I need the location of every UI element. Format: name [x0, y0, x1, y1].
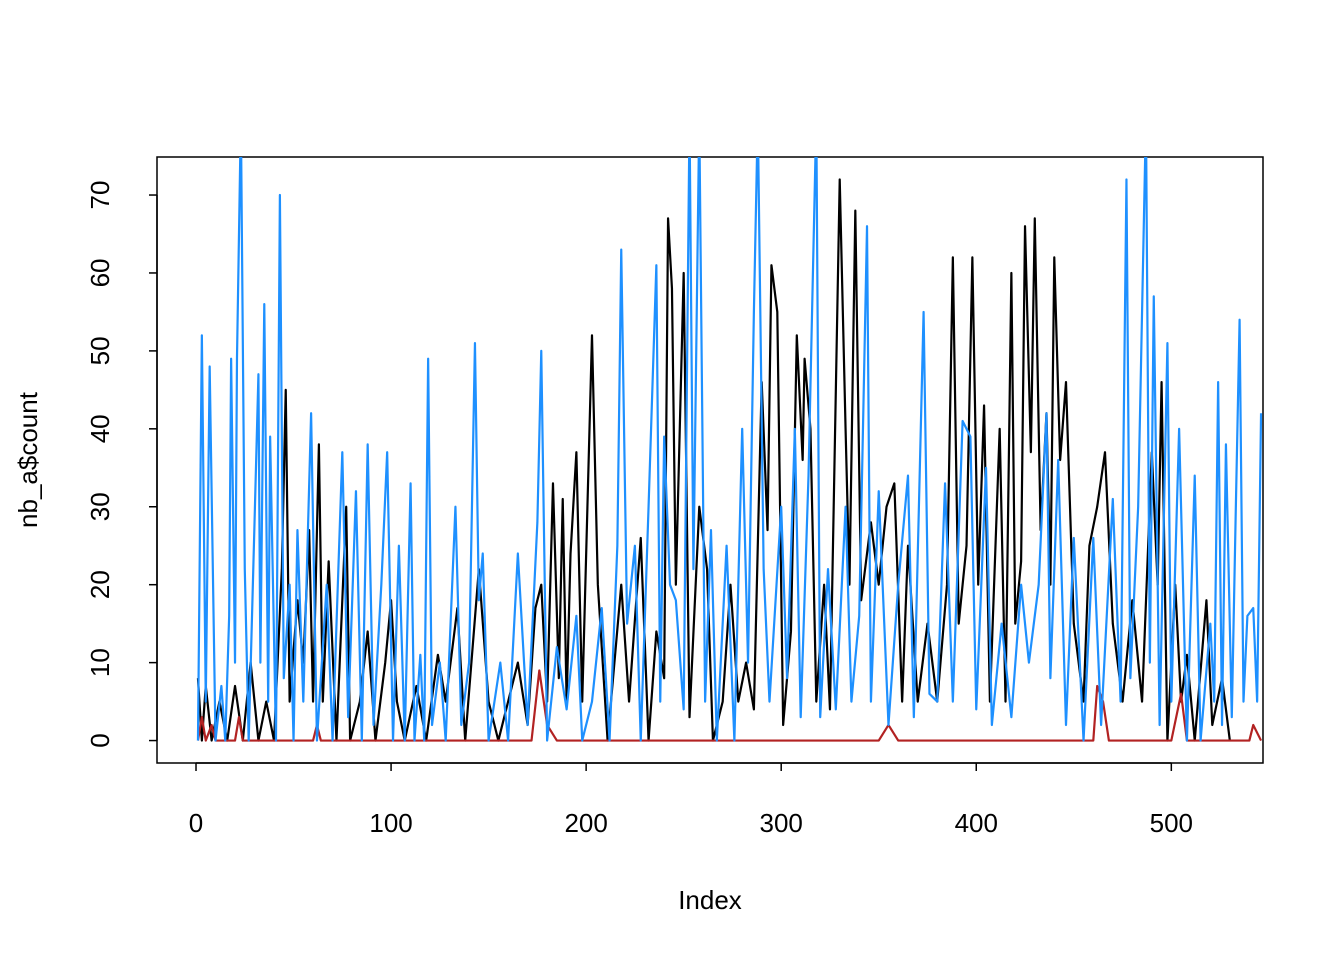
- y-tick-label: 50: [85, 336, 115, 365]
- y-tick-label: 20: [85, 570, 115, 599]
- y-tick-label: 60: [85, 259, 115, 288]
- y-tick-label: 40: [85, 414, 115, 443]
- series-line: [196, 157, 1263, 742]
- x-tick-label: 400: [955, 808, 998, 838]
- x-tick-label: 300: [760, 808, 803, 838]
- x-tick-label: 100: [369, 808, 412, 838]
- y-tick-label: 10: [85, 648, 115, 677]
- plot-area: [196, 157, 1263, 742]
- y-tick-label: 0: [85, 733, 115, 747]
- x-tick-label: 0: [189, 808, 203, 838]
- x-tick-label: 200: [564, 808, 607, 838]
- x-tick-label: 500: [1150, 808, 1193, 838]
- y-tick-label: 30: [85, 492, 115, 521]
- y-tick-label: 70: [85, 181, 115, 210]
- y-axis-label: nb_a$count: [13, 391, 43, 528]
- x-axis-label: Index: [678, 885, 742, 915]
